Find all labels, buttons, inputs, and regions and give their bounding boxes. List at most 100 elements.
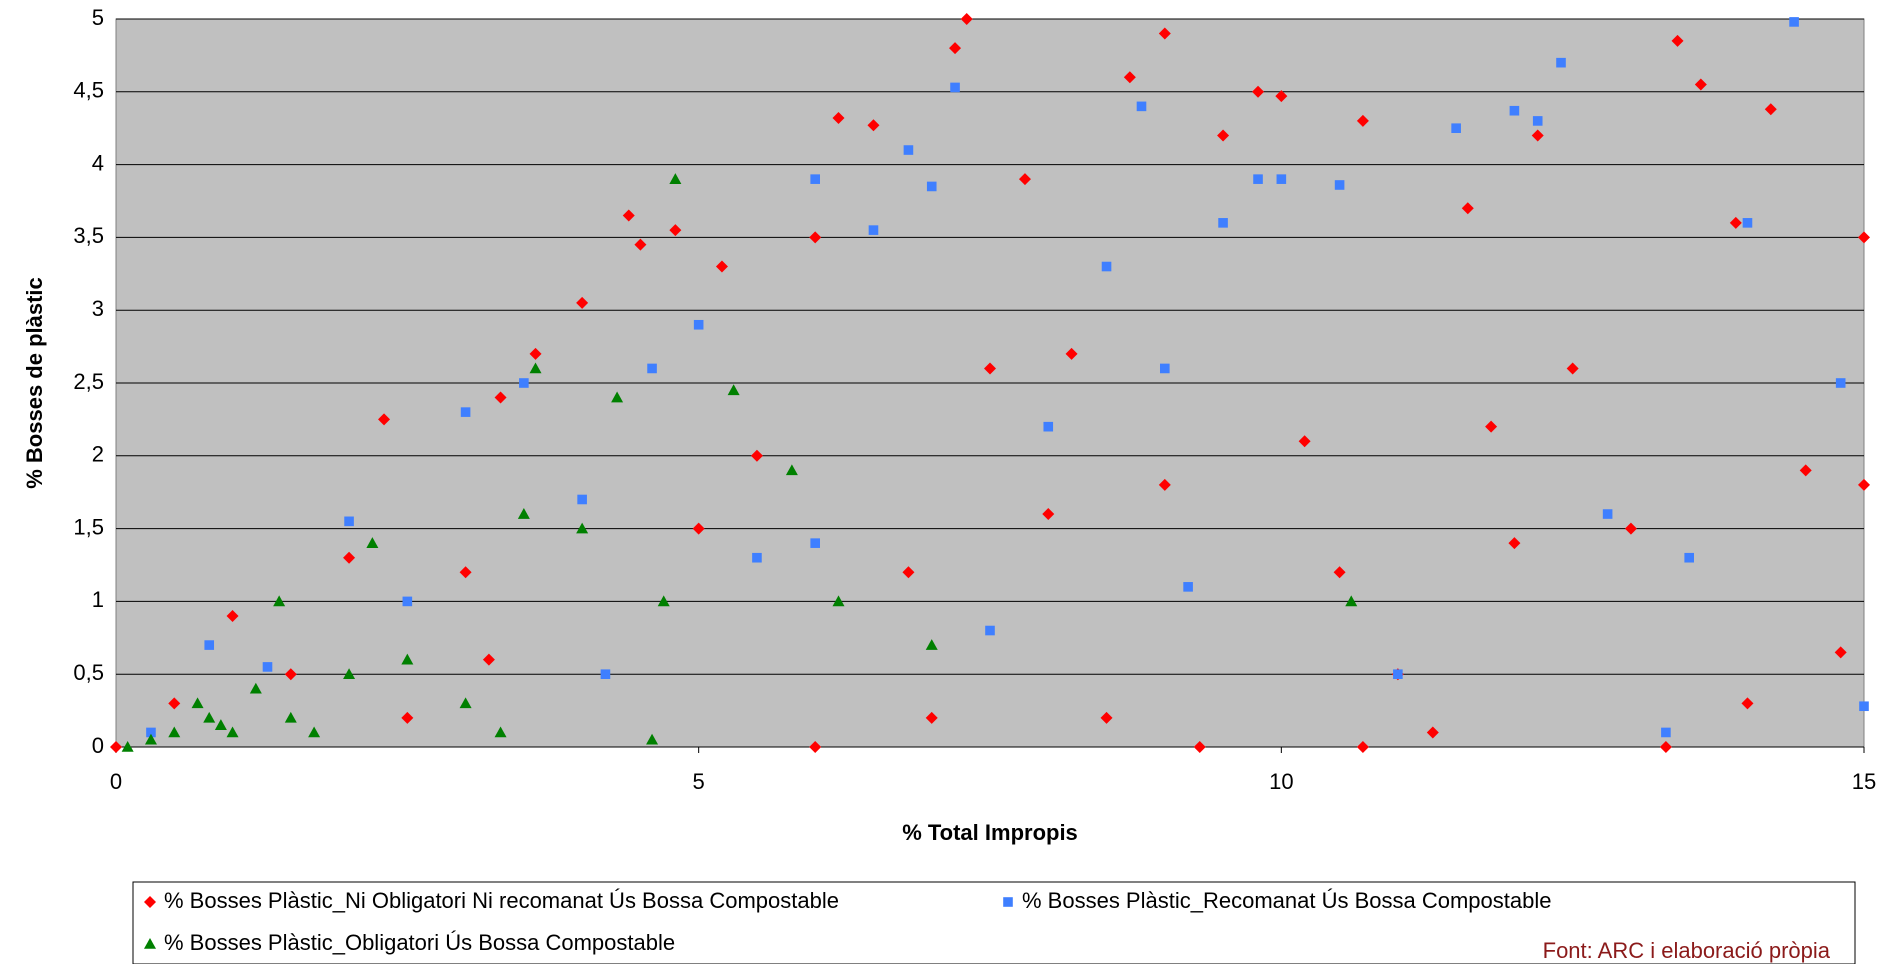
point [1789,17,1799,27]
point [1729,216,1742,229]
point [459,566,472,579]
point [727,384,740,396]
point [366,537,379,548]
point [168,726,181,738]
point [308,726,321,738]
point [1858,478,1870,491]
point [344,516,354,527]
point [1556,57,1566,68]
point [1741,697,1754,710]
point [1217,129,1230,142]
point [1602,509,1613,519]
point [226,609,239,622]
point [693,319,704,330]
point [273,595,286,607]
point [1485,420,1498,433]
point [1193,741,1206,753]
source-note: Font: ARC i elaboració pròpia [1543,938,1831,963]
point [284,711,297,723]
legend [132,881,1856,965]
point [868,225,879,235]
point [1532,116,1543,126]
y-tick-label: 5 [92,5,104,30]
point [622,209,635,222]
point [809,741,822,753]
point [517,508,530,519]
legend-label: % Bosses Plàstic_Obligatori Ús Bossa Com… [164,930,675,955]
y-tick-label: 3,5 [73,223,104,248]
point [960,13,973,25]
point [226,726,239,738]
point [1018,173,1031,186]
legend-label: % Bosses Plàstic_Recomanat Ús Bossa Comp… [1022,888,1551,913]
point [249,682,262,694]
point [949,42,962,55]
point [809,231,822,244]
point [810,174,820,184]
legend-label: % Bosses Plàstic_Ni Obligatori Ni recoma… [164,888,839,913]
point [144,733,157,745]
y-tick-label: 0,5 [73,660,104,685]
point [494,391,507,404]
point [715,260,728,273]
point [810,538,820,548]
point [214,719,227,730]
point [1799,464,1812,477]
point [460,407,471,417]
point [634,238,647,251]
point [1742,218,1753,228]
point [1276,174,1287,184]
point [1451,123,1461,133]
point [1158,478,1171,491]
point [1858,231,1870,244]
x-tick-label: 0 [110,769,122,794]
point [1136,101,1147,112]
point [262,662,273,672]
point [1661,727,1671,738]
point [600,669,611,679]
y-tick-label: 4,5 [73,78,104,103]
point [519,378,529,388]
point [1509,105,1520,116]
point [1183,582,1193,592]
point [1160,363,1170,374]
point [903,145,914,155]
point [1065,347,1078,360]
point [168,697,181,710]
point [1043,421,1054,432]
point [926,181,937,192]
point [646,733,659,745]
point [1218,218,1228,228]
y-tick-label: 3 [92,296,104,321]
point [785,464,798,476]
point [203,711,216,723]
point [1566,362,1579,375]
point [1334,180,1345,190]
point [121,741,134,752]
point [752,552,762,563]
point [482,653,495,666]
point [1123,71,1136,84]
point [146,727,156,738]
point [204,640,215,650]
point [110,741,122,753]
point [1461,202,1474,215]
y-tick-label: 4 [92,150,104,175]
point [1252,85,1265,98]
point [1345,595,1358,607]
point [402,596,413,607]
point [1333,566,1346,579]
point [1356,741,1369,753]
x-tick-label: 15 [1852,769,1876,794]
y-axis-title: % Bosses de plàstic [22,277,47,489]
y-tick-label: 1 [92,587,104,612]
point [647,363,657,374]
point [1042,508,1055,521]
point [494,726,507,738]
point [1101,261,1112,272]
point [950,82,960,93]
point [692,522,705,535]
point [1859,701,1869,712]
point [378,413,391,426]
